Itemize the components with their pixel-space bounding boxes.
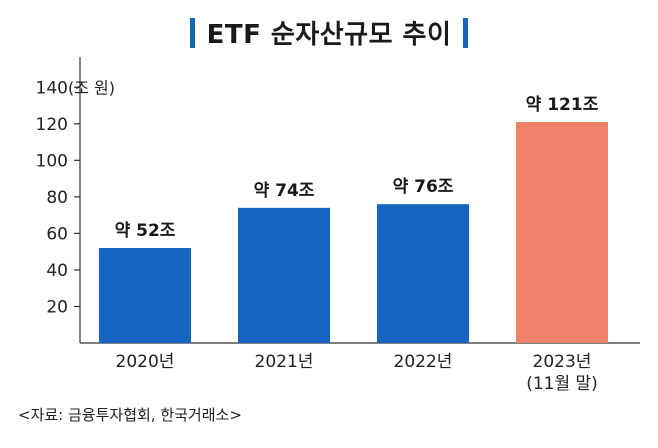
source-note: <자료: 금융투자협회, 한국거래소> bbox=[18, 406, 242, 424]
data-label: 약 74조 bbox=[254, 180, 315, 201]
x-tick-label: 2021년 bbox=[255, 352, 314, 372]
x-tick-sublabel: (11월 말) bbox=[526, 374, 598, 394]
title-left-bar bbox=[189, 17, 195, 48]
data-label: 약 76조 bbox=[393, 176, 454, 197]
x-tick-label: 2020년 bbox=[116, 352, 175, 372]
data-label: 약 52조 bbox=[115, 220, 176, 241]
x-tick-label: 2022년 bbox=[394, 352, 453, 372]
y-tick-label: 20 bbox=[46, 297, 68, 317]
y-tick-label: 100 bbox=[36, 151, 68, 171]
y-tick-label: 60 bbox=[46, 224, 68, 244]
bar bbox=[238, 207, 330, 343]
data-label: 약 121조 bbox=[526, 94, 599, 115]
y-tick-label: 120 bbox=[36, 115, 68, 135]
y-tick-label: 140 bbox=[36, 78, 68, 98]
y-unit-label: (조 원) bbox=[68, 78, 115, 97]
bar bbox=[516, 121, 608, 344]
y-tick-label: 40 bbox=[46, 261, 68, 281]
y-tick-label: 80 bbox=[46, 188, 68, 208]
title-right-bar bbox=[463, 17, 469, 48]
bar bbox=[99, 248, 191, 343]
chart-title: ETF 순자산규모 추이 bbox=[0, 14, 658, 51]
bar bbox=[377, 204, 469, 343]
x-tick-label: 2023년 bbox=[533, 352, 592, 372]
title-text: ETF 순자산규모 추이 bbox=[206, 20, 452, 50]
